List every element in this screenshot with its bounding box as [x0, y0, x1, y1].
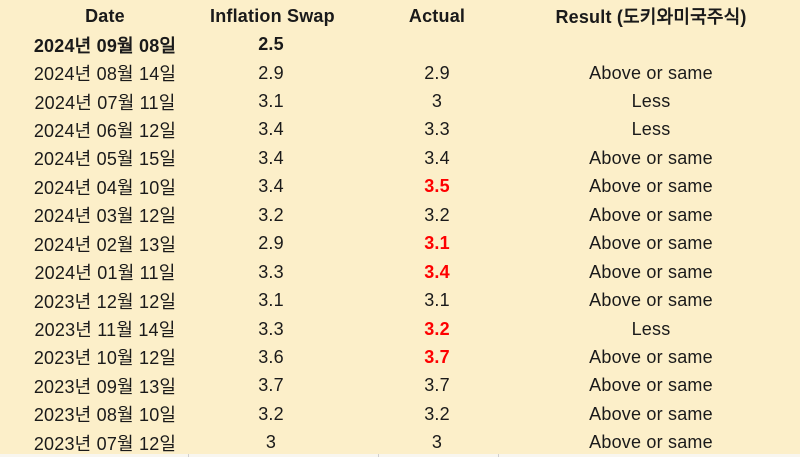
table-row: 2024년 01월 11일 3.3 3.4 Above or same	[0, 258, 800, 286]
table-row: 2023년 12월 12일 3.1 3.1 Above or same	[0, 286, 800, 314]
date-cell: 2023년 08월 10일	[33, 405, 177, 426]
inflation-swap-cell: 2.9	[258, 233, 284, 254]
actual-cell: 3.2	[424, 318, 450, 339]
inflation-swap-cell: 3.4	[258, 147, 284, 168]
actual-cell: 3.2	[424, 204, 450, 225]
next-row-gridline	[0, 454, 800, 457]
inflation-swap-cell: 3.4	[258, 119, 284, 140]
result-cell: Above or same	[589, 233, 713, 254]
date-cell: 2023년 07월 12일	[33, 433, 177, 454]
actual-cell: 3.5	[424, 176, 450, 197]
table-row: 2024년 07월 11일 3.1 3 Less	[0, 87, 800, 115]
column-gridline	[378, 454, 379, 457]
date-cell: 2023년 12월 12일	[33, 291, 177, 312]
date-cell: 2024년 07월 11일	[34, 92, 176, 113]
column-header-date: Date	[85, 5, 125, 26]
inflation-swap-cell: 3.3	[258, 261, 284, 282]
result-cell: Above or same	[589, 261, 713, 282]
actual-cell: 3.3	[424, 119, 450, 140]
date-cell: 2024년 05월 15일	[33, 149, 177, 170]
result-cell: Less	[631, 91, 671, 112]
result-cell: Above or same	[589, 204, 713, 225]
date-cell: 2023년 09월 13일	[33, 376, 177, 397]
result-cell: Above or same	[589, 375, 713, 396]
date-cell: 2024년 06월 12일	[33, 120, 177, 141]
column-gridline	[188, 454, 189, 457]
date-cell: 2024년 03월 12일	[33, 206, 177, 227]
result-cell: Above or same	[589, 290, 713, 311]
table-row: 2024년 09월 08일 2.5	[0, 30, 800, 58]
inflation-swap-cell: 3.3	[258, 318, 284, 339]
actual-cell: 3.1	[424, 233, 450, 254]
date-cell: 2023년 11월 14일	[34, 320, 176, 341]
date-cell: 2024년 08월 14일	[33, 64, 177, 85]
column-gridline	[498, 454, 499, 457]
actual-cell: 3.4	[424, 261, 450, 282]
date-cell: 2024년 02월 13일	[33, 234, 177, 255]
table-header-row: Date Inflation Swap Actual Result (도키와미국…	[0, 2, 800, 30]
result-cell: Above or same	[589, 62, 713, 83]
result-cell: Less	[631, 318, 671, 339]
result-cell: Above or same	[589, 432, 713, 453]
inflation-swap-cell: 3.6	[258, 346, 284, 367]
table-row: 2024년 06월 12일 3.4 3.3 Less	[0, 116, 800, 144]
table-row: 2024년 03월 12일 3.2 3.2 Above or same	[0, 201, 800, 229]
result-cell: Less	[631, 119, 671, 140]
actual-cell: 3.4	[424, 147, 450, 168]
date-cell: 2024년 01월 11일	[34, 263, 176, 284]
inflation-swap-cell: 3.7	[258, 375, 284, 396]
date-cell: 2023년 10월 12일	[33, 348, 177, 369]
actual-cell: 3.7	[424, 346, 450, 367]
result-cell: Above or same	[589, 346, 713, 367]
actual-cell: 3.2	[424, 403, 450, 424]
inflation-swap-cell: 2.5	[258, 34, 284, 55]
inflation-swap-cell: 3.1	[258, 290, 284, 311]
column-header-result: Result (도키와미국주식)	[555, 7, 747, 28]
date-cell: 2024년 09월 08일	[33, 35, 177, 56]
column-header-inflation-swap: Inflation Swap	[210, 5, 335, 26]
actual-cell: 3.7	[424, 375, 450, 396]
table-row: 2023년 11월 14일 3.3 3.2 Less	[0, 315, 800, 343]
actual-cell: 2.9	[424, 62, 450, 83]
inflation-swap-cell: 3.1	[258, 91, 284, 112]
inflation-swap-cell: 3	[265, 432, 277, 453]
result-cell: Above or same	[589, 176, 713, 197]
column-header-actual: Actual	[408, 5, 466, 26]
table-row: 2023년 10월 12일 3.6 3.7 Above or same	[0, 343, 800, 371]
table-body: 2024년 09월 08일 2.5 2024년 08월 14일 2.9 2.9 …	[0, 30, 800, 457]
actual-cell: 3	[431, 432, 443, 453]
inflation-swap-cell: 2.9	[258, 62, 284, 83]
table-row: 2024년 08월 14일 2.9 2.9 Above or same	[0, 59, 800, 87]
table-row: 2024년 05월 15일 3.4 3.4 Above or same	[0, 144, 800, 172]
table-row: 2024년 02월 13일 2.9 3.1 Above or same	[0, 230, 800, 258]
table-row: 2023년 08월 10일 3.2 3.2 Above or same	[0, 400, 800, 428]
inflation-swap-cell: 3.2	[258, 204, 284, 225]
actual-cell: 3.1	[424, 290, 450, 311]
table-row: 2024년 04월 10일 3.4 3.5 Above or same	[0, 173, 800, 201]
result-cell: Above or same	[589, 403, 713, 424]
table-row: 2023년 07월 12일 3 3 Above or same	[0, 429, 800, 457]
inflation-swap-cell: 3.4	[258, 176, 284, 197]
table-row: 2023년 09월 13일 3.7 3.7 Above or same	[0, 372, 800, 400]
inflation-swap-cell: 3.2	[258, 403, 284, 424]
date-cell: 2024년 04월 10일	[33, 177, 177, 198]
result-cell: Above or same	[589, 147, 713, 168]
actual-cell: 3	[431, 91, 443, 112]
